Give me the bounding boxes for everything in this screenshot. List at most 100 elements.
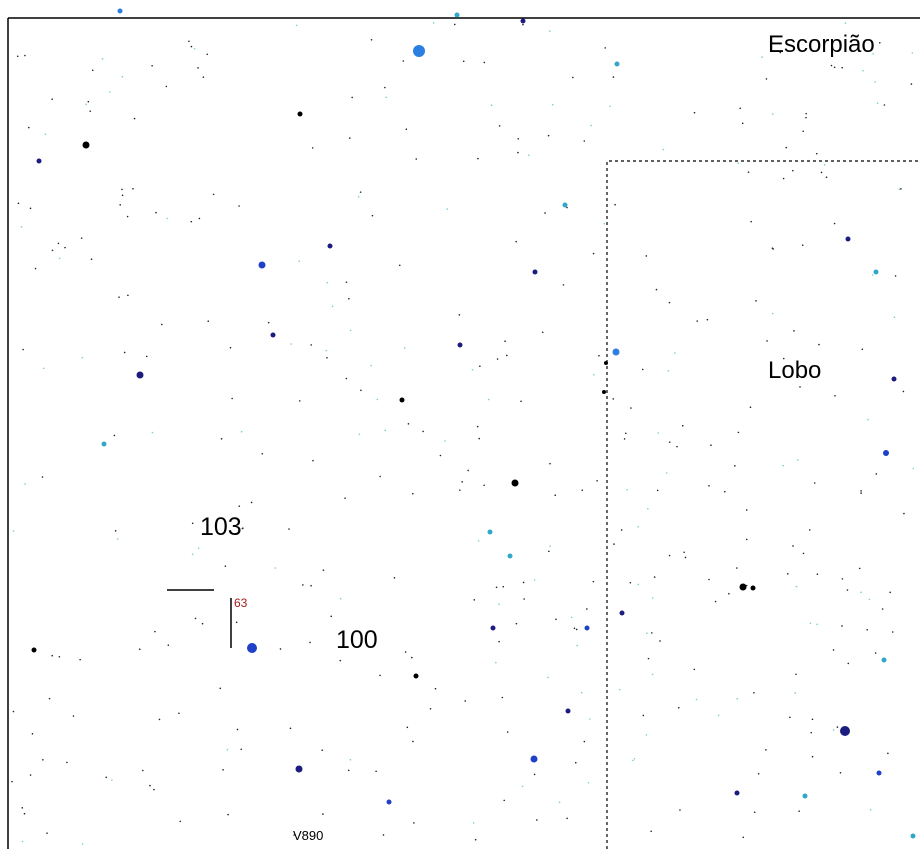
star (650, 632, 653, 634)
star (602, 390, 606, 394)
star (295, 765, 303, 773)
star (101, 58, 104, 60)
star (113, 434, 116, 437)
star (833, 66, 836, 69)
number-label: 103 (200, 513, 242, 541)
star (31, 647, 37, 653)
star (133, 117, 136, 120)
star (81, 356, 84, 359)
star (750, 585, 756, 591)
star (618, 688, 621, 691)
star (619, 610, 625, 616)
star (840, 726, 850, 736)
star (871, 274, 874, 276)
star (745, 538, 748, 541)
star (483, 484, 485, 487)
star (893, 316, 896, 318)
star (298, 400, 301, 402)
star (787, 573, 789, 575)
star (207, 320, 210, 323)
star (570, 616, 573, 619)
star (881, 657, 887, 663)
star (398, 264, 401, 267)
star (454, 12, 460, 18)
star (48, 697, 51, 700)
star (836, 726, 839, 728)
star (668, 441, 671, 443)
star (90, 258, 93, 261)
star (583, 140, 586, 142)
star (825, 176, 828, 179)
star (91, 69, 94, 72)
star (464, 700, 467, 702)
star (737, 431, 740, 434)
star (533, 773, 536, 776)
star (80, 237, 83, 239)
star (321, 749, 324, 751)
star (345, 281, 348, 283)
star (325, 349, 328, 352)
star (501, 696, 504, 699)
star (379, 475, 381, 478)
star (238, 505, 241, 507)
star (44, 133, 47, 135)
star (651, 673, 654, 676)
star (572, 76, 574, 79)
star (580, 691, 583, 694)
star (151, 431, 154, 434)
star (839, 771, 842, 774)
star (261, 453, 264, 455)
star (637, 583, 640, 586)
star (792, 169, 794, 172)
star (227, 813, 229, 816)
star (348, 137, 351, 139)
star (811, 718, 814, 721)
star (197, 547, 200, 549)
star (782, 177, 785, 180)
star (11, 780, 13, 783)
star (755, 300, 757, 302)
star (446, 208, 449, 210)
star (114, 530, 117, 532)
star (297, 111, 303, 117)
star (193, 47, 196, 50)
star (668, 301, 671, 304)
star (242, 527, 244, 529)
star (798, 810, 800, 812)
star (370, 39, 373, 41)
star (587, 781, 590, 784)
star (311, 147, 314, 149)
star (782, 464, 785, 467)
star (874, 81, 876, 83)
star (696, 320, 699, 322)
star (310, 344, 312, 346)
star (515, 240, 517, 243)
star (646, 632, 648, 635)
star (805, 116, 807, 119)
star (887, 752, 889, 755)
star (477, 540, 480, 542)
star (862, 69, 864, 72)
star (894, 275, 897, 277)
star (799, 386, 801, 388)
star (750, 220, 752, 223)
star (710, 444, 712, 447)
star (117, 8, 123, 14)
star (472, 822, 475, 824)
star (506, 731, 509, 733)
star (614, 203, 616, 206)
star (403, 347, 406, 349)
star (58, 257, 61, 260)
star (830, 64, 833, 67)
star (490, 625, 496, 631)
star (224, 565, 227, 567)
star (226, 748, 229, 751)
star (51, 654, 54, 657)
star (592, 580, 595, 583)
star (566, 817, 568, 820)
star (668, 554, 671, 557)
star (868, 598, 871, 601)
star (575, 628, 578, 631)
star (883, 104, 886, 106)
star (779, 51, 782, 54)
